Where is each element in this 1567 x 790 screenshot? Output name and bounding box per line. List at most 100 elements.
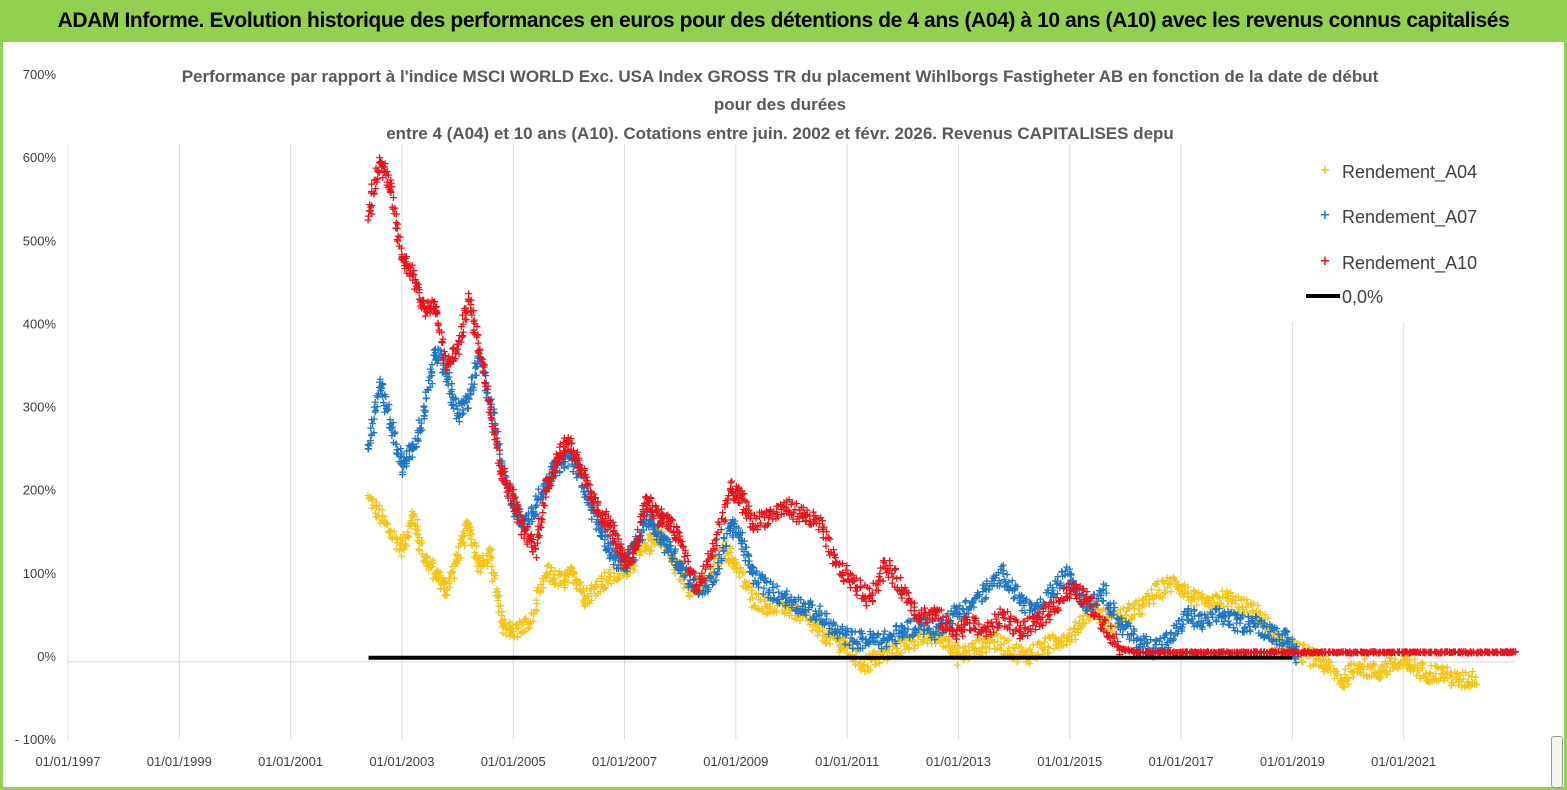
data-point: +	[378, 390, 387, 403]
data-point: +	[1010, 642, 1019, 655]
data-point: +	[440, 589, 449, 602]
data-point: +	[853, 644, 862, 657]
data-point: +	[725, 554, 734, 567]
data-point: +	[787, 609, 796, 622]
data-point: +	[486, 545, 495, 558]
data-point: +	[676, 563, 685, 576]
scroll-handle[interactable]	[1551, 736, 1563, 788]
data-point: +	[531, 603, 540, 616]
data-point: +	[1059, 631, 1068, 644]
data-point: +	[693, 583, 702, 596]
data-point: +	[415, 536, 424, 549]
data-point: +	[524, 618, 533, 631]
data-point: +	[658, 525, 667, 538]
data-point: +	[631, 542, 640, 555]
data-point: +	[1144, 593, 1153, 606]
data-point: +	[848, 648, 857, 661]
data-point: +	[795, 604, 804, 617]
data-point: +	[1218, 585, 1227, 598]
data-point: +	[895, 634, 904, 647]
data-point: +	[491, 585, 500, 598]
data-point: +	[420, 410, 429, 423]
data-point: +	[1134, 599, 1143, 612]
data-point: +	[775, 591, 784, 604]
data-point: +	[962, 646, 971, 659]
data-point: +	[927, 637, 936, 650]
data-point: +	[417, 548, 426, 561]
data-point: +	[401, 537, 410, 550]
data-point: +	[1413, 659, 1422, 672]
data-point: +	[726, 546, 735, 559]
data-point: +	[456, 533, 465, 546]
data-point: +	[468, 370, 477, 383]
data-point: +	[851, 655, 860, 668]
data-point: +	[1069, 622, 1078, 635]
data-point: +	[637, 545, 646, 558]
data-point: +	[809, 620, 818, 633]
data-point: +	[1091, 609, 1100, 622]
data-point: +	[918, 633, 927, 646]
data-point: +	[386, 421, 395, 434]
data-point: +	[1458, 665, 1467, 678]
data-point: +	[444, 371, 453, 384]
data-point: +	[393, 443, 402, 456]
data-point: +	[364, 492, 373, 505]
data-point: +	[1280, 640, 1289, 653]
data-point: +	[707, 568, 716, 581]
data-point: +	[652, 522, 661, 535]
data-point: +	[475, 342, 484, 355]
data-point: +	[647, 540, 656, 553]
data-point: +	[623, 568, 632, 581]
data-point: +	[636, 529, 645, 542]
data-point: +	[982, 645, 991, 658]
data-point: +	[417, 417, 426, 430]
data-point: +	[761, 608, 770, 621]
data-point: +	[505, 620, 514, 633]
data-point: +	[432, 573, 441, 586]
data-point: +	[521, 614, 530, 627]
data-point: +	[836, 638, 845, 651]
data-point: +	[747, 584, 756, 597]
data-point: +	[368, 493, 377, 506]
data-point: +	[970, 647, 979, 660]
data-point: +	[475, 558, 484, 571]
data-point: +	[371, 404, 380, 417]
data-point: +	[532, 584, 541, 597]
data-point: +	[1151, 579, 1160, 592]
data-point: +	[916, 623, 925, 636]
data-point: +	[392, 531, 401, 544]
data-point: +	[859, 658, 868, 671]
data-point: +	[1182, 608, 1191, 621]
data-point: +	[406, 440, 415, 453]
data-point: +	[1344, 678, 1353, 691]
data-point: +	[1370, 666, 1379, 679]
data-point: +	[727, 560, 736, 573]
data-point: +	[1305, 642, 1314, 655]
data-point: +	[781, 592, 790, 605]
data-point: +	[1237, 594, 1246, 607]
data-point: +	[987, 634, 996, 647]
data-point: +	[1321, 657, 1330, 670]
data-point: +	[408, 450, 417, 463]
data-point: +	[1090, 607, 1099, 620]
data-point: +	[499, 621, 508, 634]
data-point: +	[1447, 676, 1456, 689]
data-point: +	[698, 583, 707, 596]
data-point: +	[838, 634, 847, 647]
data-point: +	[1283, 643, 1292, 656]
data-point: +	[427, 367, 436, 380]
data-point: +	[684, 589, 693, 602]
data-point: +	[1034, 636, 1043, 649]
data-point: +	[740, 575, 749, 588]
data-point: +	[488, 574, 497, 587]
data-point: +	[544, 569, 553, 582]
data-point: +	[1318, 660, 1327, 673]
data-point: +	[1272, 635, 1281, 648]
data-point: +	[490, 567, 499, 580]
data-point: +	[748, 592, 757, 605]
data-point: +	[449, 398, 458, 411]
data-point: +	[724, 556, 733, 569]
data-point: +	[748, 567, 757, 580]
data-point: +	[714, 548, 723, 561]
data-point: +	[428, 557, 437, 570]
